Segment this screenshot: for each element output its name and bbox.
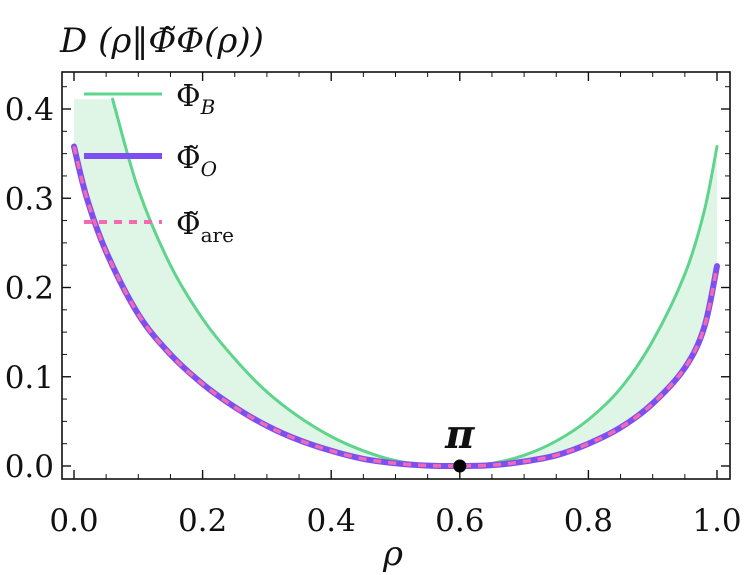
annotation-point	[453, 459, 467, 473]
legend: ΦBΦ̃OΦ̃are	[84, 79, 234, 247]
legend-label-main: Φ̃	[176, 141, 201, 176]
x-tick-label: 0.8	[564, 503, 613, 539]
x-tick-label: 1.0	[692, 503, 741, 539]
shaded-region	[74, 99, 717, 466]
y-tick-label: 0.0	[5, 449, 54, 485]
y-tick-label: 0.2	[5, 271, 54, 307]
y-tick-label: 0.3	[5, 181, 54, 217]
shaded-band	[74, 99, 717, 466]
series-line-3	[72, 146, 719, 468]
chart-title: D (ρ‖Φ̃Φ(ρ))	[59, 21, 264, 61]
y-tick-label: 0.1	[5, 360, 54, 396]
x-tick-label: 0.6	[435, 503, 484, 539]
legend-label-3: Φ̃are	[176, 207, 234, 247]
x-tick-label: 0.2	[178, 503, 227, 539]
legend-label-sub: are	[201, 223, 234, 247]
annotation-layer: π	[444, 411, 475, 473]
legend-label-sub: B	[200, 95, 216, 119]
y-tick-label: 0.4	[5, 92, 54, 128]
series-layer	[71, 97, 720, 470]
x-tick-label: 0.0	[49, 503, 98, 539]
legend-label-sub: O	[201, 157, 217, 181]
x-axis-label: ρ	[382, 534, 403, 574]
legend-label-2: Φ̃O	[176, 141, 217, 181]
annotation-label: π	[444, 411, 475, 458]
x-tick-label: 0.4	[307, 503, 356, 539]
legend-label-main: Φ̃	[176, 207, 201, 242]
tick-layer: 0.0 0.2 0.4 0.6 0.8 1.0 0.0 0.1 0.2 0.3 0.4	[5, 72, 742, 539]
legend-label-main: Φ	[176, 79, 201, 114]
legend-label-1: ΦB	[176, 79, 215, 119]
